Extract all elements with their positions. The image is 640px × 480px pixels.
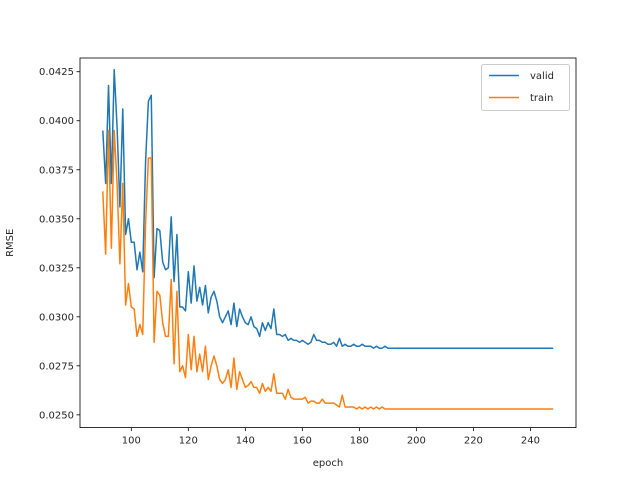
y-tick-label: 0.0300 <box>39 312 74 323</box>
axes-frame <box>79 57 577 429</box>
legend: valid train <box>481 64 570 111</box>
x-tick-label: 140 <box>236 436 255 447</box>
series-line-train <box>102 129 554 410</box>
y-tick-label: 0.0350 <box>39 214 74 225</box>
y-tick-label: 0.0375 <box>39 165 74 176</box>
legend-valid-label: valid <box>530 71 554 82</box>
y-tick-label: 0.0275 <box>39 361 74 372</box>
x-tick-label: 120 <box>179 436 198 447</box>
y-tick-label: 0.0250 <box>39 410 74 421</box>
x-tick-label: 160 <box>293 436 312 447</box>
axes-background <box>80 58 576 428</box>
x-tick-label: 240 <box>521 436 540 447</box>
series-lines <box>102 69 554 410</box>
x-tick-label: 220 <box>464 436 483 447</box>
x-tick-label: 180 <box>350 436 369 447</box>
plot-area <box>79 57 577 429</box>
legend-train-label: train <box>530 93 553 104</box>
x-axis-ticks: 100 120 140 160 180 200 220 240 <box>122 427 540 447</box>
y-tick-label: 0.0400 <box>39 116 74 127</box>
y-axis-ticks: 0.0250 0.0275 0.0300 0.0325 0.0350 0.0375 0.04… <box>39 67 80 421</box>
y-axis-label: RMSE <box>5 229 16 257</box>
y-tick-label: 0.0425 <box>39 67 74 78</box>
legend-box <box>481 64 570 111</box>
y-tick-label: 0.0325 <box>39 263 74 274</box>
x-tick-label: 200 <box>407 436 426 447</box>
x-tick-label: 100 <box>122 436 141 447</box>
x-axis-label: epoch <box>313 458 343 469</box>
series-line-valid <box>102 69 554 349</box>
